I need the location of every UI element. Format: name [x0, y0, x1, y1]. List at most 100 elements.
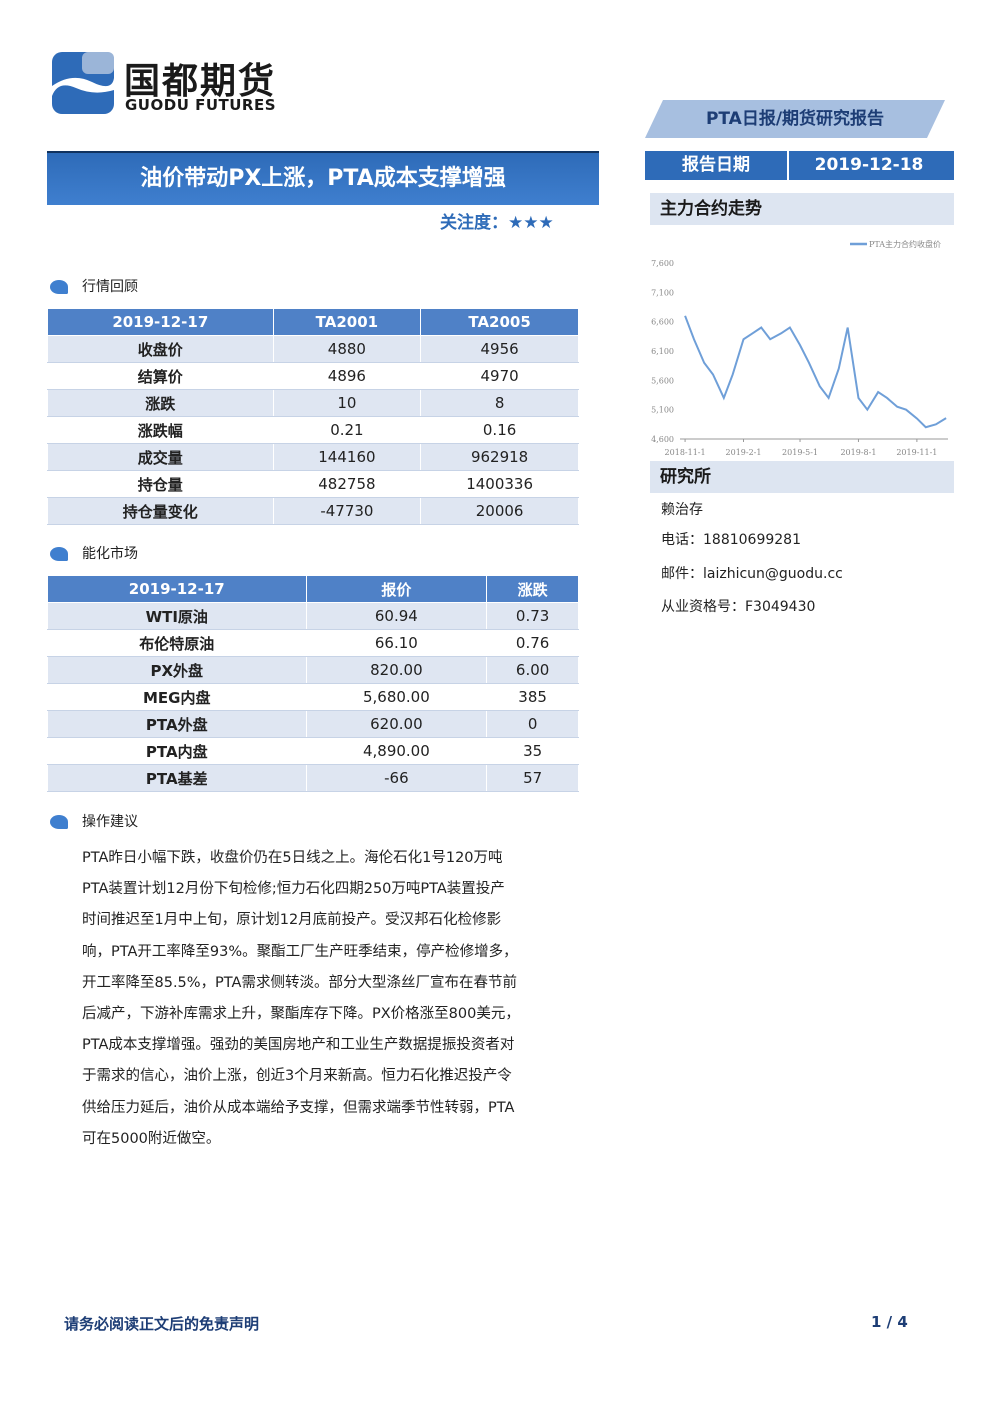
report-type: PTA日报/期货研究报告 — [645, 100, 945, 138]
header-cell: TA2005 — [420, 308, 579, 336]
heading-text: 行情回顾 — [82, 279, 138, 295]
cell: 20006 — [420, 497, 579, 525]
cell: 0.76 — [486, 629, 579, 657]
row: MEG内盘 5,680.00 385 — [47, 683, 579, 711]
disclaimer: 请务必阅读正文后的免责声明 — [64, 1315, 260, 1333]
contact-license: 从业资格号：F3049430 — [661, 599, 816, 615]
cell: 57 — [486, 764, 579, 792]
x-tick-label: 2019-8-1 — [840, 448, 876, 457]
row: 成交量 144160 962918 — [47, 443, 579, 471]
cell: 0.73 — [486, 602, 579, 630]
text-line: 可在5000附近做空。 — [82, 1130, 221, 1147]
row: 布伦特原油 66.10 0.76 — [47, 629, 579, 657]
cell: 5,680.00 — [305, 683, 488, 711]
cell: 持仓量 — [47, 470, 274, 498]
cell: 4970 — [420, 362, 579, 390]
text-line: 供给压力延后，油价从成本端给予支撑，但需求端季节性转弱，PTA — [82, 1099, 515, 1116]
header-cell: 2019-12-17 — [47, 308, 274, 336]
header-cell: 2019-12-17 — [47, 575, 307, 603]
text-line: 时间推迟至1月中上旬，原计划12月底前投产。受汉邦石化检修影 — [82, 912, 502, 929]
cell: WTI原油 — [47, 602, 307, 630]
logo-en: GUODU FUTURES — [125, 96, 277, 114]
row: PTA外盘 620.00 0 — [47, 710, 579, 738]
header-row: 2019-12-17 报价 涨跌 — [47, 575, 579, 603]
advice-text: PTA昨日小幅下跌，收盘价仍在5日线之上。海伦石化1号120万吨 PTA装置计划1… — [82, 843, 582, 1155]
chart: 4,600 5,100 5,600 6,100 6,600 7,100 7,600 2018-… — [651, 239, 948, 457]
text-line: PTA成本支撑增强。强劲的美国房地产和工业生产数据提振投资者对 — [82, 1037, 515, 1054]
cell: 144160 — [272, 443, 422, 471]
row: 结算价 4896 4970 — [47, 362, 579, 390]
cell: 4956 — [420, 335, 579, 363]
contact-heading: 研究所 — [650, 461, 954, 493]
header-cell: TA2001 — [272, 308, 422, 336]
row: 涨跌 10 8 — [47, 389, 579, 417]
cell: 620.00 — [305, 710, 488, 738]
section-heading: 行情回顾 — [50, 276, 138, 296]
cell: 962918 — [420, 443, 579, 471]
energy-table: 2019-12-17 报价 涨跌 WTI原油 60.94 0.73 布伦特原油 66.10 0.… — [47, 575, 579, 792]
heading-text: 能化市场 — [82, 546, 138, 562]
cell: 385 — [486, 683, 579, 711]
date-bar: 报告日期 2019-12-18 — [645, 151, 954, 180]
row: 收盘价 4880 4956 — [47, 335, 579, 363]
chart-title: 主力合约走势 — [650, 193, 954, 225]
contact-email: 邮件：laizhicun@guodu.cc — [661, 566, 843, 582]
cell: 涨跌 — [47, 389, 274, 417]
y-tick-label: 7,600 — [651, 259, 674, 268]
row: 涨跌幅 0.21 0.16 — [47, 416, 579, 444]
cell: 0 — [486, 710, 579, 738]
x-tick-label: 2019-5-1 — [782, 448, 818, 457]
heading-text: 操作建议 — [82, 814, 138, 830]
section-heading: 操作建议 — [50, 811, 138, 831]
date-label: 报告日期 — [645, 151, 789, 180]
header-cell: 涨跌 — [486, 575, 579, 603]
attention-label: 关注度： — [440, 213, 508, 233]
cell: 6.00 — [486, 656, 579, 684]
contact-name: 赖治存 — [661, 502, 703, 518]
contact-phone: 电话：18810699281 — [661, 532, 801, 548]
cell: 35 — [486, 737, 579, 765]
page-number: 1 / 4 — [871, 1313, 908, 1331]
row: 持仓量 482758 1400336 — [47, 470, 579, 498]
cell: 66.10 — [305, 629, 488, 657]
text-line: PTA昨日小幅下跌，收盘价仍在5日线之上。海伦石化1号120万吨 — [82, 850, 503, 866]
cell: 60.94 — [305, 602, 488, 630]
attention-stars: ★★★ — [508, 213, 554, 233]
cell: PTA基差 — [47, 764, 307, 792]
report-title: 油价带动PX上涨，PTA成本支撑增强 — [47, 151, 599, 205]
cell: 0.16 — [420, 416, 579, 444]
y-tick-label: 6,100 — [651, 347, 674, 356]
cell: 结算价 — [47, 362, 274, 390]
y-tick-label: 4,600 — [651, 435, 674, 444]
cell: 布伦特原油 — [47, 629, 307, 657]
cell: 4880 — [272, 335, 422, 363]
cell: MEG内盘 — [47, 683, 307, 711]
cell: -66 — [305, 764, 488, 792]
row: PX外盘 820.00 6.00 — [47, 656, 579, 684]
cell: 8 — [420, 389, 579, 417]
cell: 涨跌幅 — [47, 416, 274, 444]
row: 持仓量变化 -47730 20006 — [47, 497, 579, 525]
cell: 成交量 — [47, 443, 274, 471]
y-tick-label: 6,600 — [651, 318, 674, 327]
x-tick-label: 2019-2-1 — [726, 448, 762, 457]
cell: 收盘价 — [47, 335, 274, 363]
cell: 4896 — [272, 362, 422, 390]
cell: 820.00 — [305, 656, 488, 684]
x-tick-label: 2018-11-1 — [665, 448, 706, 457]
market-table: 2019-12-17 TA2001 TA2005 收盘价 4880 4956 结算价 4896… — [47, 308, 579, 525]
y-tick-label: 5,600 — [651, 376, 674, 385]
text-line: 响，PTA开工率降至93%。聚酯工厂生产旺季结束，停产检修增多， — [82, 943, 518, 960]
cell: PTA内盘 — [47, 737, 307, 765]
header-row: 2019-12-17 TA2001 TA2005 — [47, 308, 579, 336]
section-heading: 能化市场 — [50, 543, 138, 563]
x-tick-label: 2019-11-1 — [896, 448, 937, 457]
text-line: 于需求的信心，油价上涨，创近3个月来新高。恒力石化推迟投产令 — [82, 1068, 512, 1085]
row: PTA内盘 4,890.00 35 — [47, 737, 579, 765]
cell: 持仓量变化 — [47, 497, 274, 525]
text-line: PTA装置计划12月份下旬检修;恒力石化四期250万吨PTA装置投产 — [82, 881, 505, 898]
row: WTI原油 60.94 0.73 — [47, 602, 579, 630]
report-date: 2019-12-18 — [814, 155, 924, 175]
series-line — [684, 315, 947, 429]
